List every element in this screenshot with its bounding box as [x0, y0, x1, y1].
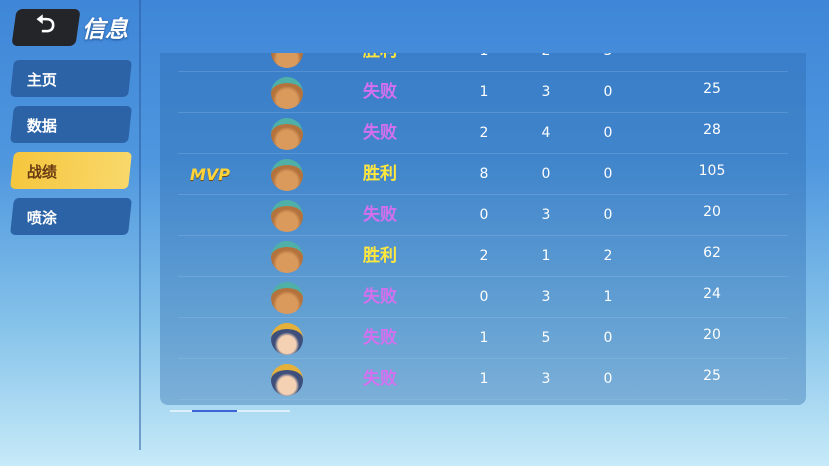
kills: 2: [479, 248, 489, 264]
kills: 1: [479, 84, 489, 100]
match-row[interactable]: 失败 0 3 0 20: [178, 195, 788, 236]
deaths: 1: [541, 248, 551, 264]
mvp-badge: [180, 236, 240, 277]
match-result: 失败: [363, 369, 397, 389]
mvp-badge: [180, 53, 240, 72]
score: 62: [703, 245, 721, 261]
match-row[interactable]: 胜利 123 68: [178, 53, 788, 72]
assists: 2: [603, 248, 613, 264]
score: 28: [703, 122, 721, 138]
kills: 1: [454, 53, 514, 72]
match-result: 失败: [363, 205, 397, 225]
sidebar-item-records[interactable]: 战绩: [10, 152, 132, 189]
score: 68: [682, 53, 742, 69]
match-result: 失败: [363, 123, 397, 143]
sidebar-item-label: 主页: [26, 71, 57, 89]
score: 105: [698, 163, 726, 179]
kills: 8: [479, 166, 489, 182]
assists: 0: [603, 166, 613, 182]
hero-avatar: [271, 200, 303, 232]
back-button[interactable]: ⮌: [11, 9, 81, 46]
mvp-badge: [180, 359, 240, 400]
match-row[interactable]: 失败 1 3 0 25: [178, 72, 788, 113]
divider: [139, 0, 141, 450]
mvp-badge: [180, 195, 240, 236]
assists: 0: [603, 84, 613, 100]
assists: 0: [603, 371, 613, 387]
mvp-badge: [180, 72, 240, 113]
deaths: 3: [541, 207, 551, 223]
assists: 0: [603, 207, 613, 223]
deaths: 3: [541, 289, 551, 305]
match-result: 失败: [363, 82, 397, 102]
hero-avatar: [271, 159, 303, 191]
page-title: 信息: [82, 17, 128, 43]
score: 25: [703, 368, 721, 384]
return-arrow-icon: ⮌: [36, 10, 56, 38]
match-record-list[interactable]: 胜利12368失败13025失败24028MVP胜利800105失败03020胜…: [160, 53, 806, 405]
hero-avatar: [271, 53, 303, 68]
deaths: 3: [541, 371, 551, 387]
sidebar-item-spray[interactable]: 喷涂: [10, 198, 132, 235]
sidebar-item-data[interactable]: 数据: [10, 106, 132, 143]
match-row[interactable]: 失败 2 4 0 28: [178, 113, 788, 154]
horizontal-scrollbar[interactable]: [170, 410, 290, 412]
score: 20: [703, 327, 721, 343]
score: 24: [703, 286, 721, 302]
sidebar-item-label: 战绩: [26, 163, 57, 181]
match-row[interactable]: 失败 1 3 0 25: [178, 359, 788, 400]
kills: 0: [479, 207, 489, 223]
match-result: 胜利: [363, 164, 397, 184]
sidebar-item-label: 喷涂: [26, 209, 57, 227]
deaths: 5: [541, 330, 551, 346]
match-result: 失败: [363, 328, 397, 348]
match-row[interactable]: 失败 1 5 0 20: [178, 318, 788, 359]
match-result: 胜利: [350, 53, 410, 72]
hero-avatar: [271, 118, 303, 150]
kills: 0: [479, 289, 489, 305]
deaths: 4: [541, 125, 551, 141]
match-row[interactable]: MVP 胜利 8 0 0 105: [178, 154, 788, 195]
deaths: 0: [541, 166, 551, 182]
mvp-badge: [180, 277, 240, 318]
deaths: 3: [541, 84, 551, 100]
hero-avatar: [271, 241, 303, 273]
match-row[interactable]: 胜利 2 1 2 62: [178, 236, 788, 277]
assists: 0: [603, 125, 613, 141]
hero-avatar: [271, 323, 303, 355]
match-row[interactable]: 失败 0 3 1 24: [178, 277, 788, 318]
score: 20: [703, 204, 721, 220]
assists: 1: [603, 289, 613, 305]
sidebar-item-home[interactable]: 主页: [10, 60, 132, 97]
hero-avatar: [271, 77, 303, 109]
mvp-badge: MVP: [189, 165, 231, 184]
mvp-badge: [180, 113, 240, 154]
match-result: 胜利: [363, 246, 397, 266]
hero-avatar: [271, 282, 303, 314]
kills: 1: [479, 330, 489, 346]
kills: 2: [479, 125, 489, 141]
score: 25: [703, 81, 721, 97]
assists: 3: [578, 53, 638, 72]
kills: 1: [479, 371, 489, 387]
mvp-badge: [180, 318, 240, 359]
deaths: 2: [516, 53, 576, 72]
assists: 0: [603, 330, 613, 346]
match-result: 失败: [363, 287, 397, 307]
hero-avatar: [271, 364, 303, 396]
sidebar-item-label: 数据: [26, 117, 57, 135]
